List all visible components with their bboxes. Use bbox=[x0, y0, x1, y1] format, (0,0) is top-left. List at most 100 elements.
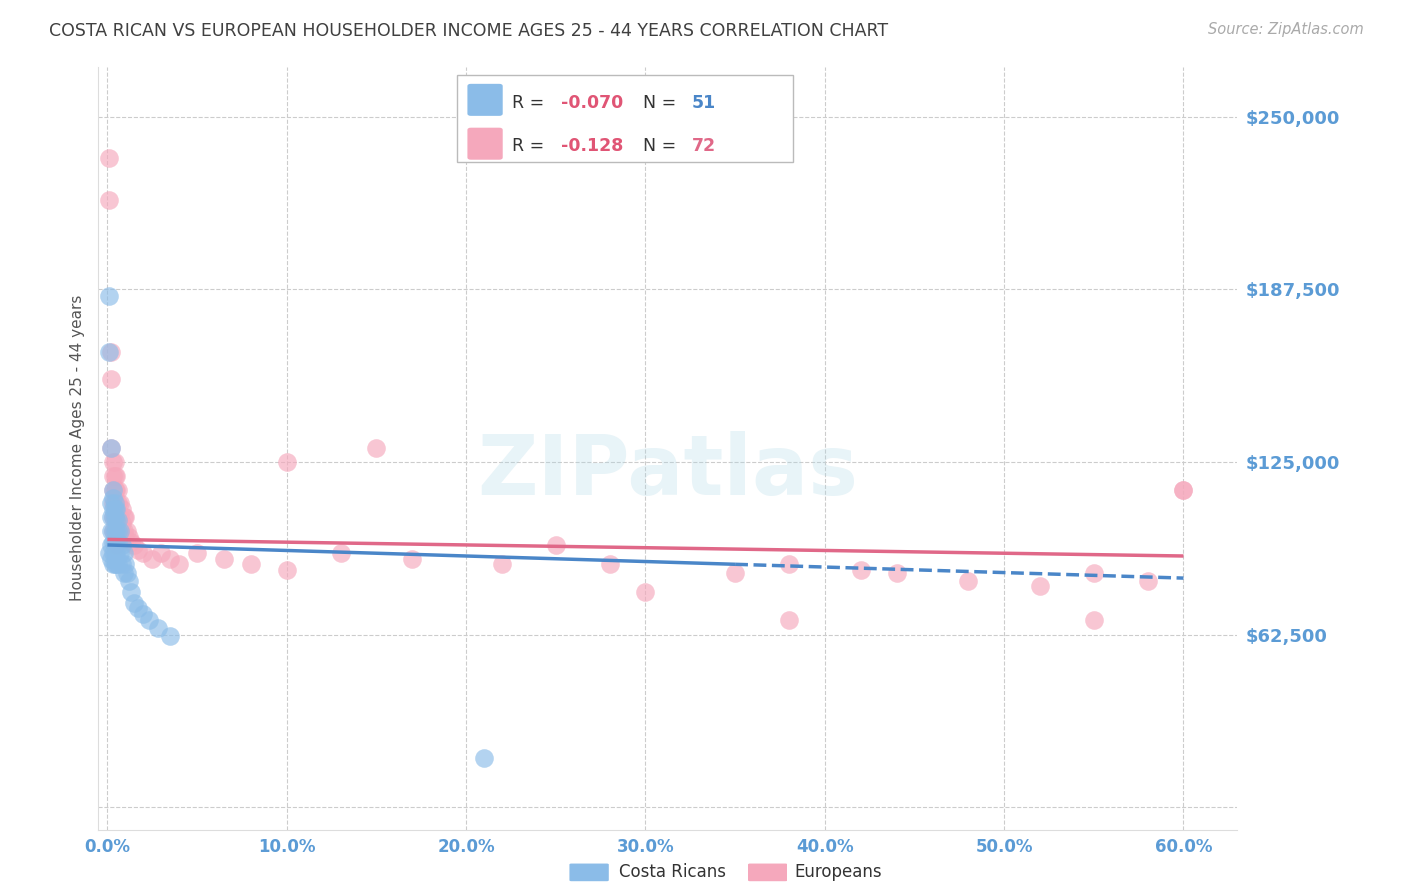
Text: Costa Ricans: Costa Ricans bbox=[619, 863, 725, 881]
Point bbox=[146, 621, 169, 635]
Point bbox=[634, 585, 657, 599]
Point bbox=[107, 524, 129, 538]
Point bbox=[100, 442, 122, 455]
Text: N =: N = bbox=[643, 94, 682, 112]
FancyBboxPatch shape bbox=[569, 863, 609, 881]
Point bbox=[98, 289, 121, 303]
Point bbox=[105, 558, 128, 572]
Point bbox=[101, 558, 124, 572]
Point bbox=[111, 538, 134, 552]
Point bbox=[103, 524, 125, 538]
Point bbox=[101, 496, 124, 510]
Point bbox=[101, 455, 124, 469]
Point bbox=[120, 585, 142, 599]
Point bbox=[101, 524, 124, 538]
Text: Source: ZipAtlas.com: Source: ZipAtlas.com bbox=[1208, 22, 1364, 37]
Point bbox=[138, 613, 160, 627]
Point bbox=[491, 558, 513, 572]
Point bbox=[101, 491, 124, 505]
Point bbox=[105, 502, 128, 516]
Point bbox=[103, 496, 125, 510]
Point bbox=[100, 524, 122, 538]
Point bbox=[127, 601, 149, 615]
Point bbox=[100, 496, 122, 510]
Point bbox=[111, 502, 134, 516]
Point bbox=[100, 372, 122, 386]
Point bbox=[105, 513, 128, 527]
Point bbox=[103, 558, 125, 572]
Text: COSTA RICAN VS EUROPEAN HOUSEHOLDER INCOME AGES 25 - 44 YEARS CORRELATION CHART: COSTA RICAN VS EUROPEAN HOUSEHOLDER INCO… bbox=[49, 22, 889, 40]
Point bbox=[103, 502, 125, 516]
Point bbox=[132, 607, 155, 621]
Point bbox=[472, 750, 495, 764]
Point bbox=[101, 524, 124, 538]
Point bbox=[1136, 574, 1159, 588]
Point bbox=[114, 558, 136, 572]
Point bbox=[98, 344, 121, 359]
FancyBboxPatch shape bbox=[457, 75, 793, 162]
Point bbox=[124, 538, 146, 552]
Point bbox=[105, 483, 128, 497]
Point bbox=[100, 510, 122, 524]
Point bbox=[107, 513, 129, 527]
Text: ZIPatlas: ZIPatlas bbox=[478, 431, 858, 512]
Point bbox=[107, 535, 129, 549]
Point bbox=[778, 558, 800, 572]
Text: R =: R = bbox=[512, 137, 555, 155]
Point bbox=[103, 510, 125, 524]
Point bbox=[112, 524, 135, 538]
Point bbox=[112, 510, 135, 524]
Point bbox=[239, 558, 262, 572]
Point bbox=[276, 563, 298, 577]
Point bbox=[132, 546, 155, 560]
Point bbox=[118, 530, 141, 544]
Point bbox=[100, 442, 122, 455]
Point bbox=[108, 546, 131, 560]
Point bbox=[127, 543, 149, 558]
Y-axis label: Householder Income Ages 25 - 44 years: Householder Income Ages 25 - 44 years bbox=[70, 295, 86, 601]
Point bbox=[101, 483, 124, 497]
Point bbox=[115, 524, 138, 538]
Point bbox=[544, 538, 567, 552]
Point bbox=[849, 563, 872, 577]
Point bbox=[107, 483, 129, 497]
Point bbox=[103, 483, 125, 497]
Point bbox=[112, 566, 135, 580]
Point bbox=[105, 510, 128, 524]
Point bbox=[1083, 613, 1105, 627]
Point bbox=[105, 535, 128, 549]
Point bbox=[108, 496, 131, 510]
Point bbox=[111, 558, 134, 572]
Point bbox=[108, 510, 131, 524]
Point bbox=[98, 193, 121, 207]
Point bbox=[724, 566, 747, 580]
Point bbox=[107, 496, 129, 510]
Point bbox=[1083, 566, 1105, 580]
FancyBboxPatch shape bbox=[467, 84, 503, 116]
Point bbox=[103, 510, 125, 524]
FancyBboxPatch shape bbox=[748, 863, 787, 881]
Text: -0.128: -0.128 bbox=[561, 137, 623, 155]
Text: R =: R = bbox=[512, 94, 550, 112]
Point bbox=[103, 535, 125, 549]
Point bbox=[167, 558, 190, 572]
Point bbox=[886, 566, 908, 580]
Point bbox=[111, 530, 134, 544]
Point bbox=[141, 551, 163, 566]
Point bbox=[401, 551, 423, 566]
Point bbox=[105, 546, 128, 560]
Point bbox=[100, 344, 122, 359]
Point bbox=[599, 558, 621, 572]
Point bbox=[107, 558, 129, 572]
Point bbox=[98, 151, 121, 165]
Point bbox=[120, 535, 142, 549]
Text: Europeans: Europeans bbox=[794, 863, 882, 881]
Point bbox=[108, 524, 131, 538]
Point bbox=[159, 551, 181, 566]
Point bbox=[150, 546, 173, 560]
Text: -0.070: -0.070 bbox=[561, 94, 623, 112]
Point bbox=[105, 524, 128, 538]
Point bbox=[105, 496, 128, 510]
Point bbox=[159, 629, 181, 643]
Point bbox=[103, 546, 125, 560]
